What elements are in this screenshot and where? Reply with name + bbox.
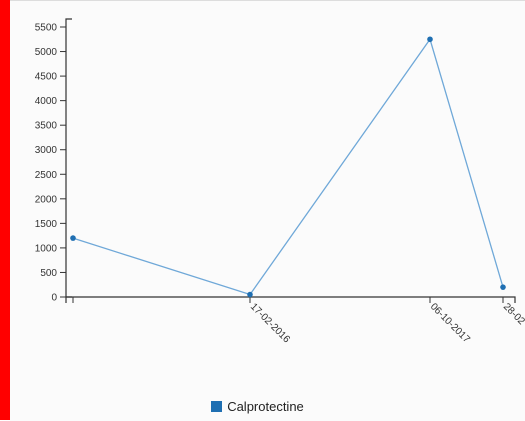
y-tick-label: 3000 [35,145,58,156]
y-axis-line [65,18,72,298]
data-point [247,291,253,298]
y-tick-label: 2500 [35,170,58,181]
y-tick-label: 4500 [35,72,58,83]
y-tick-label: 5000 [35,47,58,58]
y-axis: 0 500 1000 1500 2000 2500 3000 3500 4000 4500 5000… [35,18,72,304]
chart-panel: 0 500 1000 1500 2000 2500 3000 3500 4000 4500 5000… [10,0,525,421]
y-tick-label: 3500 [35,121,58,132]
y-tick-label: 0 [51,293,57,304]
data-point [500,284,506,290]
y-tick-label: 2000 [35,194,58,205]
data-point [70,235,76,241]
legend-swatch [211,401,223,412]
legend[interactable]: Calprotectine [0,399,515,414]
y-tick-label: 4000 [35,96,58,107]
series-line [72,37,504,296]
legend-label: Calprotectine [227,399,304,414]
x-axis: 17-02-2016 06-10-2017 28-02 [65,296,525,346]
x-axis-line [65,296,516,303]
y-tick-label: 1000 [35,243,58,254]
x-tick-label: 06-10-2017 [428,301,472,345]
y-tick-label: 500 [40,268,57,279]
data-point [427,36,433,43]
accent-bar [0,0,10,420]
y-tick-label: 1500 [35,219,58,230]
x-tick-label: 17-02-2016 [248,301,292,345]
line-chart: 0 500 1000 1500 2000 2500 3000 3500 4000 4500 5000… [35,18,525,346]
x-tick-label: 28-02 [501,301,525,327]
y-tick-label: 5500 [35,23,58,34]
series-group [70,36,506,298]
